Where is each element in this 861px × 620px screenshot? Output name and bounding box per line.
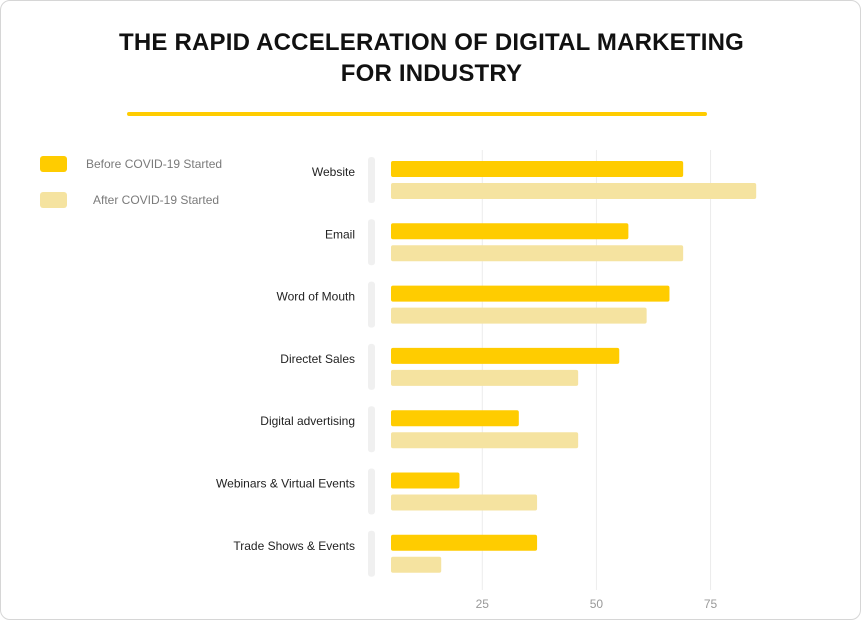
bar-after (391, 183, 757, 199)
bar-before (391, 347, 620, 364)
bar-before (391, 534, 538, 551)
bar-after (391, 369, 579, 386)
category-track (368, 157, 375, 203)
x-tick-label: 25 (476, 597, 490, 611)
bar-before (391, 410, 519, 427)
bar-after (391, 245, 684, 262)
bar-after (391, 494, 538, 511)
bar-after (391, 307, 647, 324)
category-label: Webinars & Virtual Events (216, 477, 355, 491)
category-track (368, 530, 375, 577)
bar-after (391, 432, 579, 449)
title-underline (127, 112, 707, 116)
bar-before (391, 472, 460, 489)
category-label: Email (325, 227, 355, 241)
x-tick-label: 75 (704, 597, 718, 611)
legend-label-after: After COVID-19 Started (93, 193, 220, 207)
legend-swatch-after (40, 192, 67, 208)
category-label: Directet Sales (280, 352, 355, 366)
category-label: Trade Shows & Events (233, 539, 355, 553)
chart-title: THE RAPID ACCELERATION OF DIGITAL MARKET… (1, 27, 861, 89)
category-track (368, 406, 375, 453)
chart-title-line-1: THE RAPID ACCELERATION OF DIGITAL MARKET… (118, 29, 745, 56)
category-track (368, 219, 375, 266)
chart-title-line-2: FOR INDUSTRY (340, 60, 523, 87)
bar-after (391, 556, 442, 573)
category-track (368, 343, 375, 390)
x-tick-label: 50 (590, 597, 604, 611)
category-label: Digital advertising (260, 414, 355, 428)
category-track (368, 281, 375, 328)
bar-before (391, 161, 684, 177)
bar-before (391, 285, 670, 302)
legend-label-before: Before COVID-19 Started (86, 157, 223, 171)
category-label: Website (312, 165, 355, 179)
legend-swatch-before (40, 156, 67, 172)
category-label: Word of Mouth (277, 290, 355, 304)
category-track (368, 468, 375, 515)
bar-before (391, 223, 629, 240)
